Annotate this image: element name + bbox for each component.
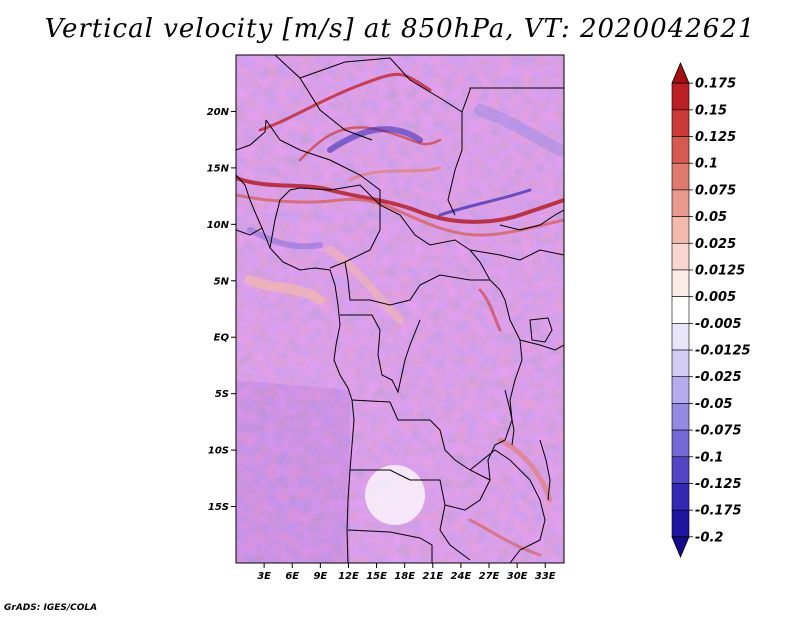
velocity-field [236, 55, 564, 563]
border-namibia-botswana [347, 529, 433, 563]
border-drc-east [487, 289, 523, 481]
colorbar-label: -0.1 [695, 450, 723, 465]
lat-tick-label: 15N [207, 163, 230, 174]
calm-zone [365, 465, 425, 525]
lon-tick-label: 9E [313, 571, 327, 582]
colorbar: 0.175 0.15 0.125 0.1 0.075 0.05 0.025 0.0125 0.0… [671, 61, 751, 559]
border-niger-algeria [299, 77, 373, 141]
colorbar-swatch [671, 216, 690, 244]
lake-victoria [529, 317, 553, 343]
colorbar-swatch [671, 269, 690, 297]
colorbar-swatch [671, 483, 690, 511]
colorbar-label: 0.125 [695, 130, 736, 145]
colorbar-label: -0.005 [695, 317, 742, 332]
colorbar-label: -0.025 [695, 370, 742, 385]
border-zambia-mozambique [469, 449, 546, 563]
colorbar-swatch [671, 403, 690, 431]
lon-tick-label: 24E [451, 571, 472, 582]
colorbar-swatch [671, 296, 690, 324]
colorbar-swatch [671, 162, 690, 191]
border-mali-niger [265, 119, 381, 205]
colorbar-label: 0.15 [695, 103, 727, 118]
lon-tick-label: 6E [285, 571, 299, 582]
colorbar-swatch [671, 456, 690, 484]
colorbar-swatch [671, 136, 690, 164]
colorbar-swatch [671, 509, 690, 538]
lon-tick-label: 15E [366, 571, 387, 582]
border-chad-sudan [461, 87, 564, 113]
border-chad [379, 204, 501, 291]
colorbar-swatch [671, 189, 690, 217]
longitude-axis: 3E 6E 9E 12E 15E 18E 21E 24E 27E 30E 33E [257, 563, 556, 582]
border-ghana-togo [269, 187, 301, 249]
colorbar-label: -0.0125 [695, 344, 751, 359]
lat-tick-label: EQ [214, 333, 230, 344]
colorbar-swatch [671, 429, 690, 458]
lat-tick-label: 5N [214, 276, 230, 287]
colorbar-label: 0.1 [695, 157, 718, 172]
colorbar-swatch [671, 82, 690, 111]
lon-tick-label: 3E [257, 571, 271, 582]
lon-tick-label: 27E [479, 571, 500, 582]
lake-malawi [539, 439, 551, 501]
border-sudan-south [469, 249, 564, 261]
colorbar-label: -0.05 [695, 397, 732, 412]
colorbar-label: 0.005 [695, 290, 736, 305]
colorbar-swatch [671, 349, 690, 378]
colorbar-swatch [671, 109, 690, 137]
lon-tick-label: 33E [535, 571, 556, 582]
lon-tick-label: 12E [338, 571, 359, 582]
lake-tanganyika [504, 389, 515, 446]
downdraft-belts [247, 104, 564, 250]
colorbar-label: -0.075 [695, 424, 742, 439]
lat-tick-label: 10S [208, 446, 229, 457]
credit-label: GrADS: IGES/COLA [4, 603, 98, 613]
lon-tick-label: 18E [394, 571, 415, 582]
colorbar-label: -0.2 [695, 530, 723, 545]
lon-tick-label: 30E [507, 571, 528, 582]
border-nigeria [299, 184, 381, 269]
colorbar-label: 0.175 [695, 77, 736, 92]
colorbar-label: -0.175 [695, 504, 742, 519]
latitude-axis: 20N 15N 10N 5N EQ 5S 10S 15S [207, 107, 236, 513]
border-east-africa [519, 339, 564, 351]
border-cameroon-car [344, 261, 490, 306]
plot-frame [235, 54, 565, 564]
border-congo [340, 314, 421, 394]
border-ethiopia [499, 209, 564, 231]
coastline-west-africa [236, 174, 355, 563]
lon-tick-label: 21E [422, 571, 443, 582]
border-sahel-mali [236, 119, 267, 151]
colorbar-label: 0.05 [695, 210, 727, 225]
colorbar-label: 0.075 [695, 183, 736, 198]
colorbar-label: -0.125 [695, 477, 742, 492]
colorbar-label: 0.0125 [695, 263, 745, 278]
lat-tick-label: 10N [207, 220, 230, 231]
lat-tick-label: 20N [207, 107, 230, 118]
colorbar-arrow-bottom [671, 536, 690, 559]
colorbar-label: 0.025 [695, 237, 736, 252]
colorbar-swatch [671, 323, 690, 351]
lat-tick-label: 15S [208, 502, 229, 513]
colorbar-arrow-top [671, 61, 690, 84]
border-west-guinea [236, 227, 263, 236]
lat-tick-label: 5S [215, 389, 229, 400]
border-drc-south [351, 399, 491, 511]
border-angola [350, 469, 471, 561]
chart-title: Vertical velocity [m/s] at 850hPa, VT: 2… [44, 14, 756, 44]
colorbar-swatch [671, 376, 690, 404]
border-sahara-north [274, 55, 463, 216]
colorbar-swatch [671, 242, 690, 271]
country-borders [236, 55, 564, 563]
